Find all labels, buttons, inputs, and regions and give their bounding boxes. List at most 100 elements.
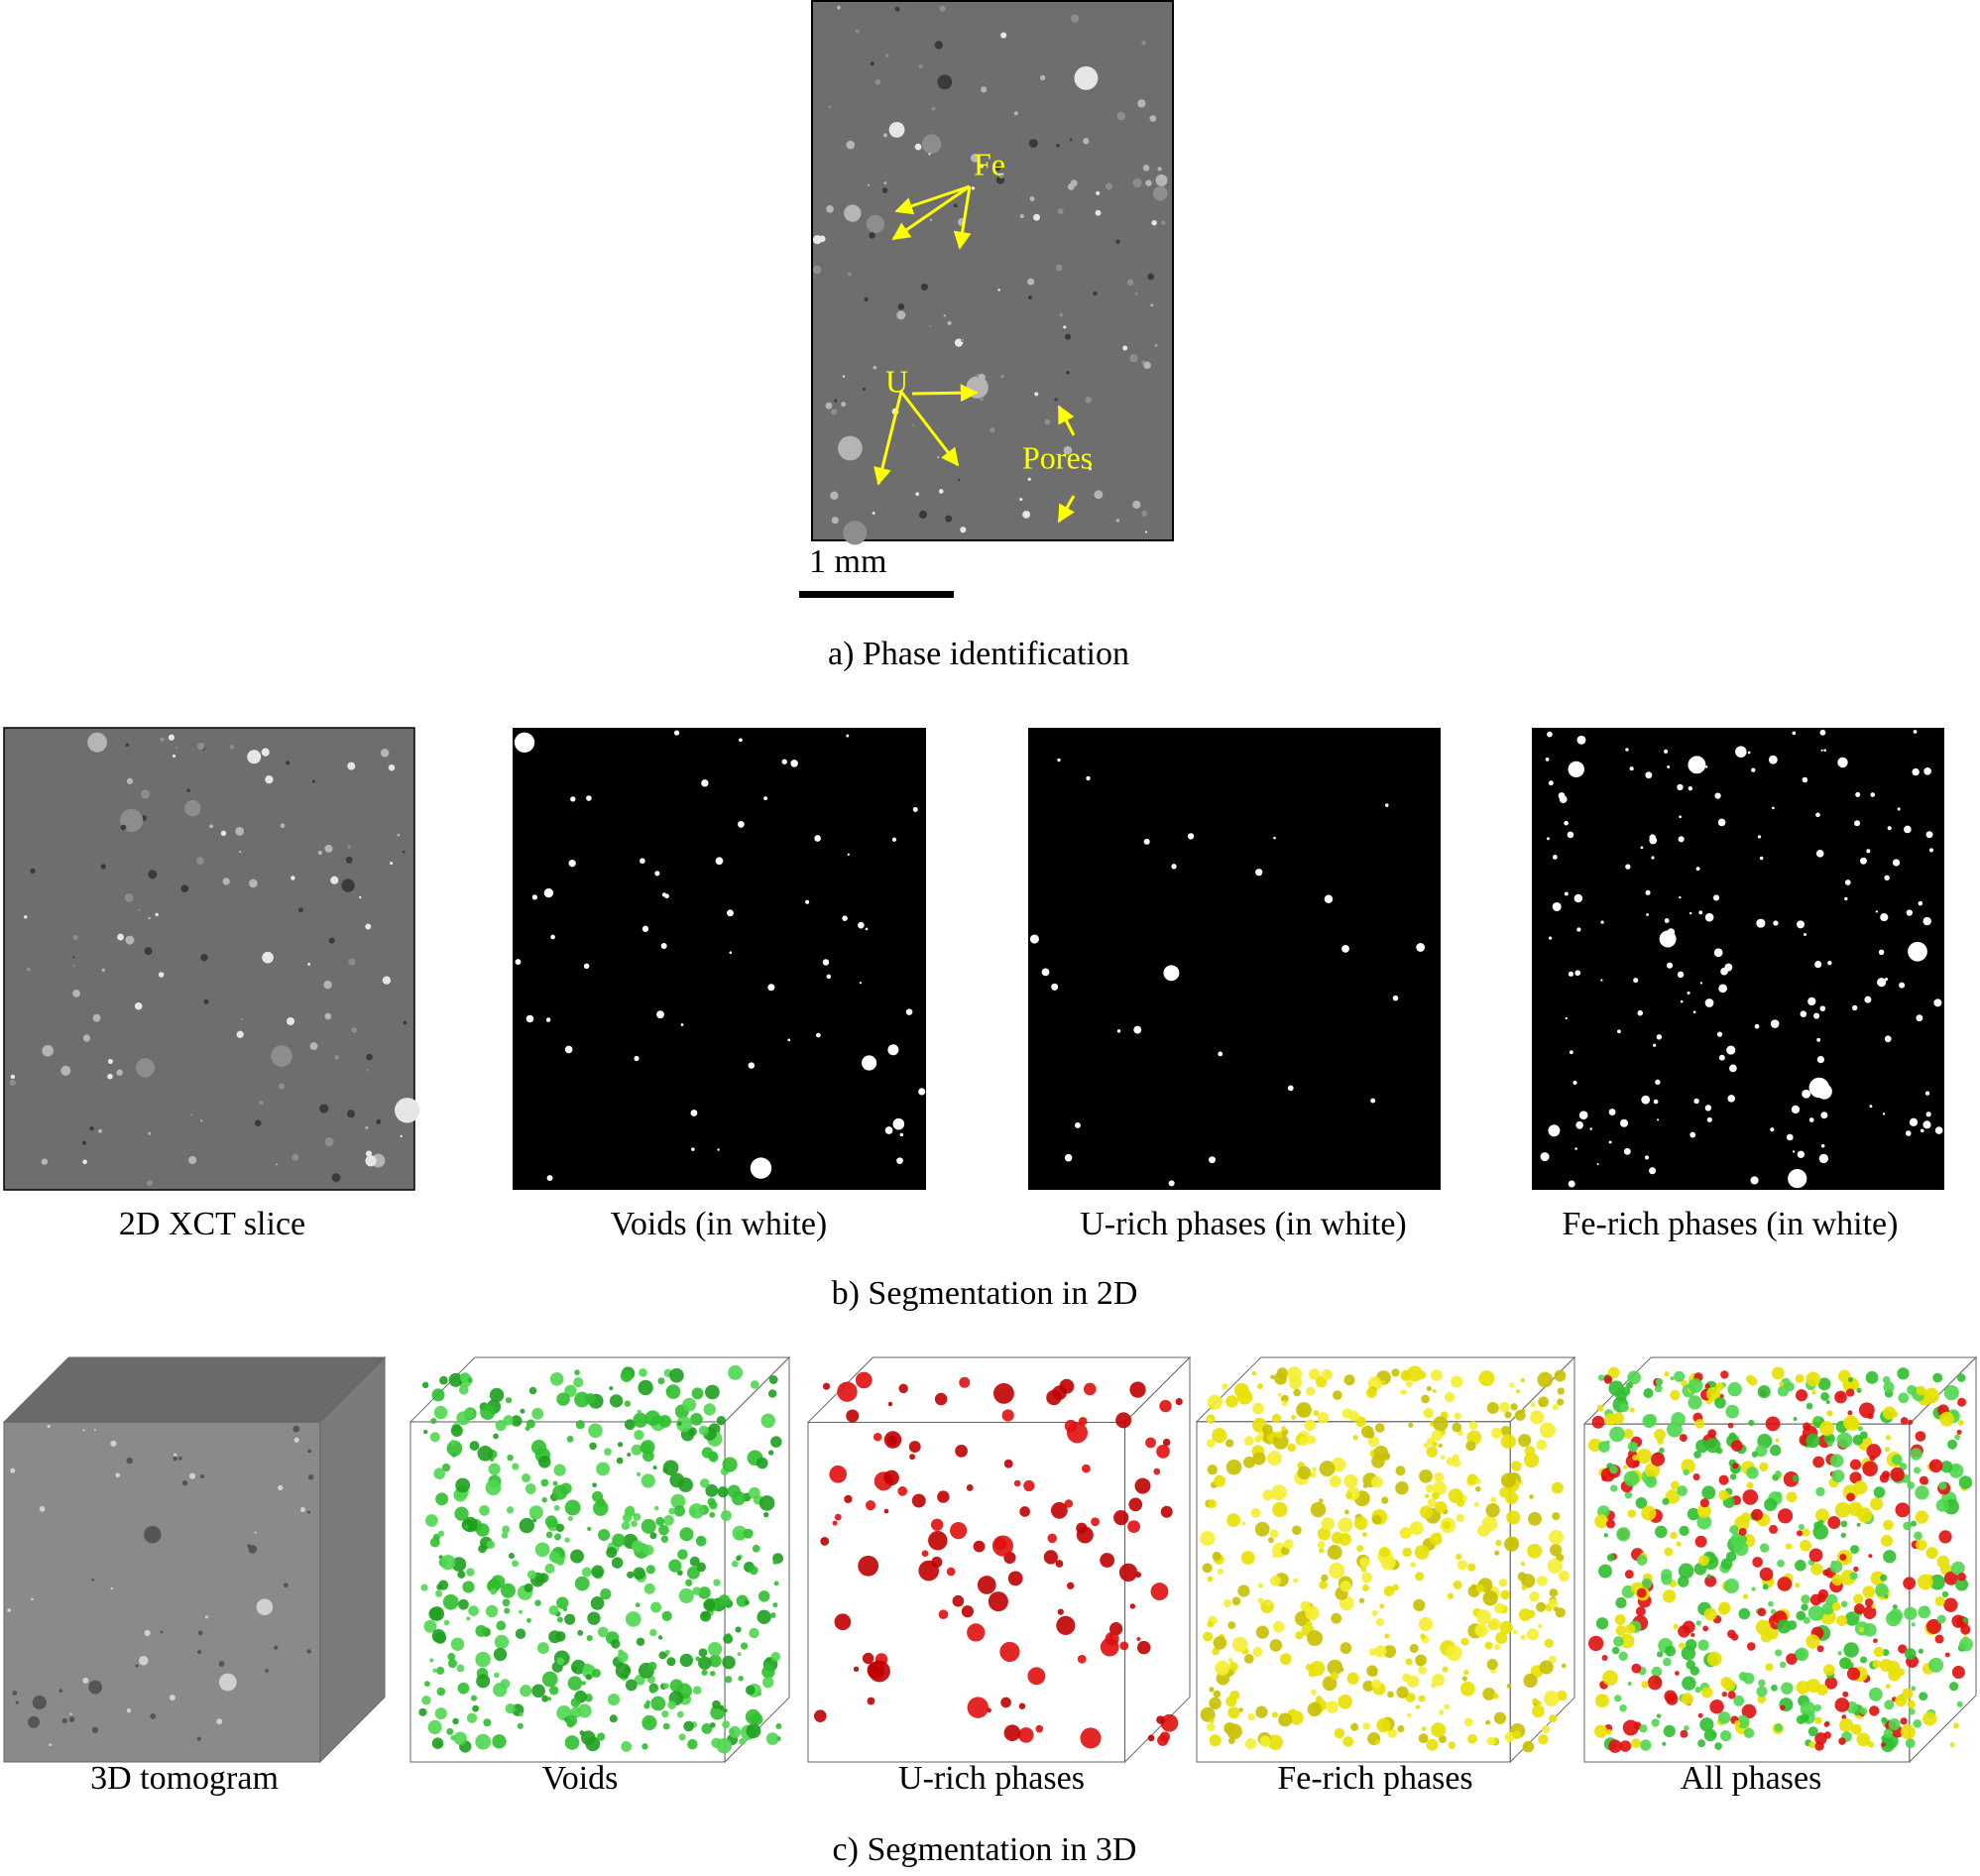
speckle — [1152, 185, 1168, 201]
speckle — [812, 235, 822, 245]
speckle — [236, 1030, 244, 1038]
blob — [1644, 1463, 1661, 1478]
blob — [709, 1500, 718, 1510]
speckle — [861, 1055, 877, 1071]
speckle — [1575, 1120, 1583, 1129]
blob — [446, 1727, 454, 1735]
blob — [1723, 1578, 1739, 1593]
speckle — [883, 181, 887, 185]
blob — [1059, 1378, 1075, 1394]
speckle — [1137, 99, 1146, 108]
blob — [1792, 1474, 1800, 1482]
blob — [1330, 1672, 1339, 1681]
blob — [1900, 1417, 1909, 1425]
blob — [1426, 1738, 1439, 1751]
speckle — [1677, 971, 1685, 979]
blob — [1418, 1666, 1427, 1675]
blob — [1707, 1429, 1717, 1438]
blob — [1473, 1501, 1479, 1507]
speckle — [1057, 208, 1064, 215]
speckle — [1540, 1152, 1550, 1162]
blob — [1951, 1464, 1960, 1472]
blob — [931, 1556, 943, 1569]
image-label: Voids — [542, 1760, 619, 1797]
blob — [535, 1576, 543, 1584]
blob — [1332, 1390, 1342, 1400]
speckle — [882, 133, 888, 138]
blob — [476, 1674, 491, 1689]
blob — [1956, 1700, 1963, 1707]
blob — [698, 1586, 711, 1599]
blob — [1252, 1402, 1264, 1415]
speckles — [9, 729, 1943, 1189]
speckle — [826, 974, 832, 980]
blob — [1243, 1456, 1256, 1468]
blob — [1395, 1466, 1406, 1476]
blob — [530, 1513, 535, 1519]
blob — [475, 1523, 490, 1537]
blob — [1925, 1547, 1938, 1560]
speckle — [1757, 835, 1762, 839]
blob — [820, 1536, 830, 1546]
blob — [1482, 1590, 1498, 1606]
blob — [1515, 1389, 1521, 1394]
blob — [1371, 1455, 1385, 1468]
speckle — [1151, 219, 1157, 226]
speckle — [894, 6, 900, 12]
blob — [898, 1383, 908, 1394]
blob — [1853, 1566, 1859, 1573]
blob — [1451, 1375, 1463, 1388]
speckle — [138, 908, 141, 911]
blob — [493, 1433, 499, 1440]
blob — [739, 1737, 747, 1745]
blob — [1426, 1484, 1435, 1493]
speckle — [1854, 820, 1861, 827]
blob — [1760, 1631, 1773, 1643]
speckle — [197, 743, 205, 751]
blob — [1226, 1513, 1240, 1528]
blob — [853, 1666, 860, 1673]
blob — [1474, 1623, 1488, 1637]
speckle — [197, 1630, 203, 1636]
blob — [1277, 1392, 1282, 1397]
blob — [1714, 1396, 1726, 1409]
blob — [1297, 1466, 1312, 1480]
blob — [1305, 1605, 1320, 1621]
blob — [1601, 1655, 1608, 1661]
blob — [1879, 1658, 1894, 1673]
blob — [712, 1700, 721, 1709]
speckle — [1712, 894, 1720, 901]
blob — [432, 1668, 437, 1673]
blob — [1207, 1464, 1219, 1475]
speckle — [292, 1425, 300, 1433]
blob — [1537, 1700, 1542, 1706]
blob — [537, 1456, 551, 1468]
blob — [524, 1583, 533, 1593]
blob — [1777, 1577, 1793, 1591]
blob — [1738, 1527, 1747, 1536]
blob — [1755, 1619, 1771, 1635]
speckle — [1807, 997, 1816, 1006]
blob — [1825, 1399, 1830, 1405]
speckle — [1589, 1127, 1592, 1130]
blob — [1694, 1418, 1705, 1429]
blob — [1957, 1397, 1967, 1407]
blob — [1907, 1481, 1916, 1489]
blob — [1317, 1541, 1326, 1549]
blob — [887, 1401, 893, 1407]
blob — [1948, 1682, 1959, 1692]
blob — [655, 1516, 665, 1526]
speckle — [1797, 1150, 1805, 1158]
blob — [617, 1442, 624, 1448]
blob — [1291, 1415, 1297, 1420]
blob — [1202, 1563, 1213, 1574]
blob — [1343, 1374, 1355, 1386]
speckle — [884, 54, 889, 58]
speckle — [1768, 755, 1778, 764]
blob — [1661, 1574, 1673, 1585]
blob — [1027, 1667, 1046, 1686]
blob — [1342, 1736, 1353, 1747]
blob — [1918, 1648, 1924, 1654]
blob — [1241, 1521, 1246, 1526]
blob — [458, 1598, 469, 1610]
